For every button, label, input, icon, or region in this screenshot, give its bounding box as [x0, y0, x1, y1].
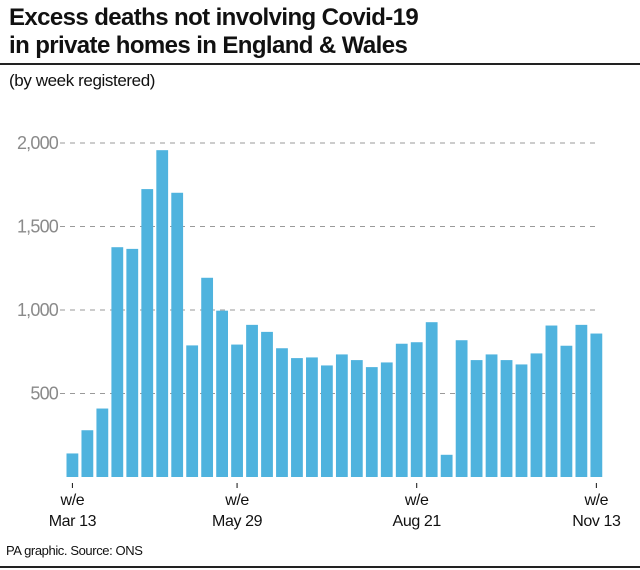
x-tick-label-line-2: Aug 21 — [393, 513, 442, 530]
bar — [111, 247, 124, 477]
bars — [66, 150, 603, 478]
bar — [470, 360, 483, 477]
bar — [261, 331, 273, 477]
bar — [141, 189, 154, 478]
chart-title: Excess deaths not involving Covid-19 in … — [9, 4, 419, 60]
y-tick-label: 1,000 — [17, 300, 59, 320]
source-credit: PA graphic. Source: ONS — [6, 543, 143, 558]
bar — [515, 364, 528, 477]
bar — [291, 358, 303, 477]
y-tick-label: 500 — [30, 384, 58, 404]
bar — [395, 343, 408, 477]
x-tick-label-line-1: w/e — [583, 492, 608, 509]
x-tick-label-line-2: Nov 13 — [572, 513, 621, 530]
y-tick-label: 2,000 — [17, 133, 59, 153]
x-tick-label-line-2: May 29 — [212, 513, 263, 530]
chart-title-line-2: in private homes in England & Wales — [9, 32, 408, 59]
bar — [126, 248, 139, 477]
bar — [455, 340, 468, 477]
bar — [530, 353, 543, 477]
bar — [306, 357, 318, 477]
bar — [171, 192, 184, 478]
bar — [380, 362, 393, 477]
x-tick-label-line-1: w/e — [404, 492, 429, 509]
gridlines — [60, 142, 600, 394]
chart-title-line-1: Excess deaths not involving Covid-19 — [9, 4, 419, 31]
bar — [186, 345, 199, 477]
footer-divider — [0, 566, 640, 568]
bar — [320, 365, 333, 477]
bar — [350, 360, 363, 477]
bar — [156, 150, 169, 477]
bar — [335, 354, 348, 477]
bar — [425, 322, 438, 477]
y-tick-label: 1,500 — [17, 217, 59, 237]
x-tick-label-line-1: w/e — [224, 492, 249, 509]
bar — [560, 345, 573, 477]
x-tick-label-line-1: w/e — [60, 492, 85, 509]
bar — [575, 324, 588, 477]
bar — [66, 453, 79, 477]
bar — [365, 367, 378, 477]
x-tick-label-line-2: Mar 13 — [49, 513, 97, 530]
bar — [590, 333, 603, 477]
bar — [216, 310, 228, 477]
chart-subtitle: (by week registered) — [9, 71, 156, 90]
bar — [485, 354, 498, 477]
bar — [440, 454, 453, 477]
bar — [81, 430, 94, 477]
x-axis-ticks: w/e Mar 13 w/e May 29 w/e Aug 21 w/e Nov 13 — [49, 483, 621, 530]
bar — [410, 342, 423, 477]
bar — [201, 277, 214, 477]
y-axis-tick-labels: 500 1,000 1,500 2,000 — [17, 133, 60, 404]
title-divider — [0, 63, 640, 65]
bar — [246, 324, 258, 477]
bar — [545, 325, 558, 477]
bar — [276, 348, 288, 477]
bar — [500, 360, 513, 477]
bar — [96, 408, 109, 477]
bar — [231, 344, 243, 477]
